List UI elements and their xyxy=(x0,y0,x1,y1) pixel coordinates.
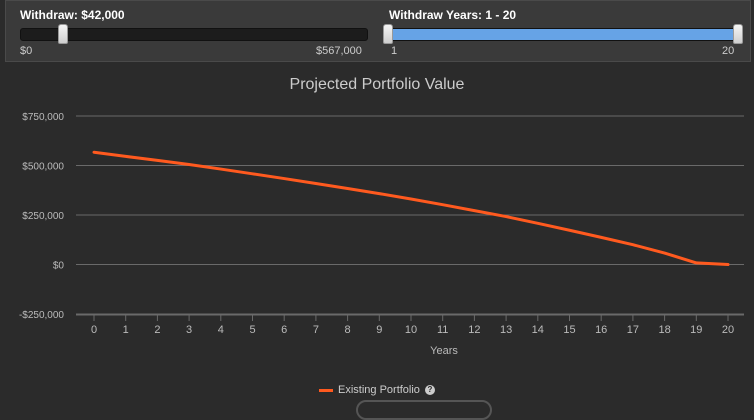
x-tick-label: 9 xyxy=(376,324,382,336)
slider-panel: Withdraw: $42,000 $0 $567,000 Withdraw Y… xyxy=(5,0,751,62)
x-tick-label: 10 xyxy=(405,324,417,336)
y-tick-label: $750,000 xyxy=(22,112,64,123)
withdraw-years-slider[interactable] xyxy=(383,24,743,44)
x-tick-label: 6 xyxy=(281,324,287,336)
series-line-existing-portfolio xyxy=(92,150,730,266)
withdraw-label: Withdraw: $42,000 xyxy=(20,8,125,22)
y-tick-label: $250,000 xyxy=(22,211,64,222)
x-tick-label: 2 xyxy=(154,324,160,336)
x-tick-label: 19 xyxy=(690,324,702,336)
y-tick-label: $500,000 xyxy=(22,162,64,173)
withdraw-max-label: $567,000 xyxy=(316,45,362,57)
withdraw-years-label: Withdraw Years: 1 - 20 xyxy=(389,8,517,22)
withdraw-years-range-fill xyxy=(391,29,735,40)
x-tick-label: 18 xyxy=(658,324,670,336)
years-max-label: 20 xyxy=(722,45,735,57)
bottom-tab[interactable] xyxy=(356,400,492,420)
withdraw-slider-handle[interactable] xyxy=(57,24,68,44)
legend-swatch xyxy=(319,388,333,392)
help-icon[interactable]: ? xyxy=(425,385,435,396)
x-tick-label: 14 xyxy=(532,324,544,336)
x-tick-label: 0 xyxy=(91,324,97,336)
x-tick-label: 13 xyxy=(500,324,512,336)
legend-label: Existing Portfolio xyxy=(338,384,420,396)
x-tick-label: 15 xyxy=(563,324,575,336)
x-tick-label: 1 xyxy=(123,324,129,336)
x-tick-label: 8 xyxy=(345,324,351,336)
x-tick-label: 7 xyxy=(313,324,319,336)
x-tick-label: 11 xyxy=(437,324,448,336)
x-tick-label: 20 xyxy=(722,324,734,336)
years-end-handle[interactable] xyxy=(733,24,743,44)
x-tick-label: 4 xyxy=(218,324,224,336)
years-min-label: 1 xyxy=(391,45,398,57)
x-tick-label: 12 xyxy=(468,324,480,336)
chart-legend[interactable]: Existing Portfolio ? xyxy=(0,384,754,396)
years-start-handle[interactable] xyxy=(383,24,393,44)
x-tick-label: 17 xyxy=(627,324,639,336)
withdraw-slider[interactable] xyxy=(20,24,368,44)
withdraw-min-label: $0 xyxy=(20,45,33,57)
y-tick-label: $0 xyxy=(53,261,65,272)
x-axis-label: Years xyxy=(430,345,458,357)
x-tick-label: 5 xyxy=(249,324,255,336)
y-tick-label: -$250,000 xyxy=(19,310,64,321)
x-tick-label: 3 xyxy=(186,324,192,336)
chart-title: Projected Portfolio Value xyxy=(289,76,465,93)
x-tick-label: 16 xyxy=(595,324,607,336)
